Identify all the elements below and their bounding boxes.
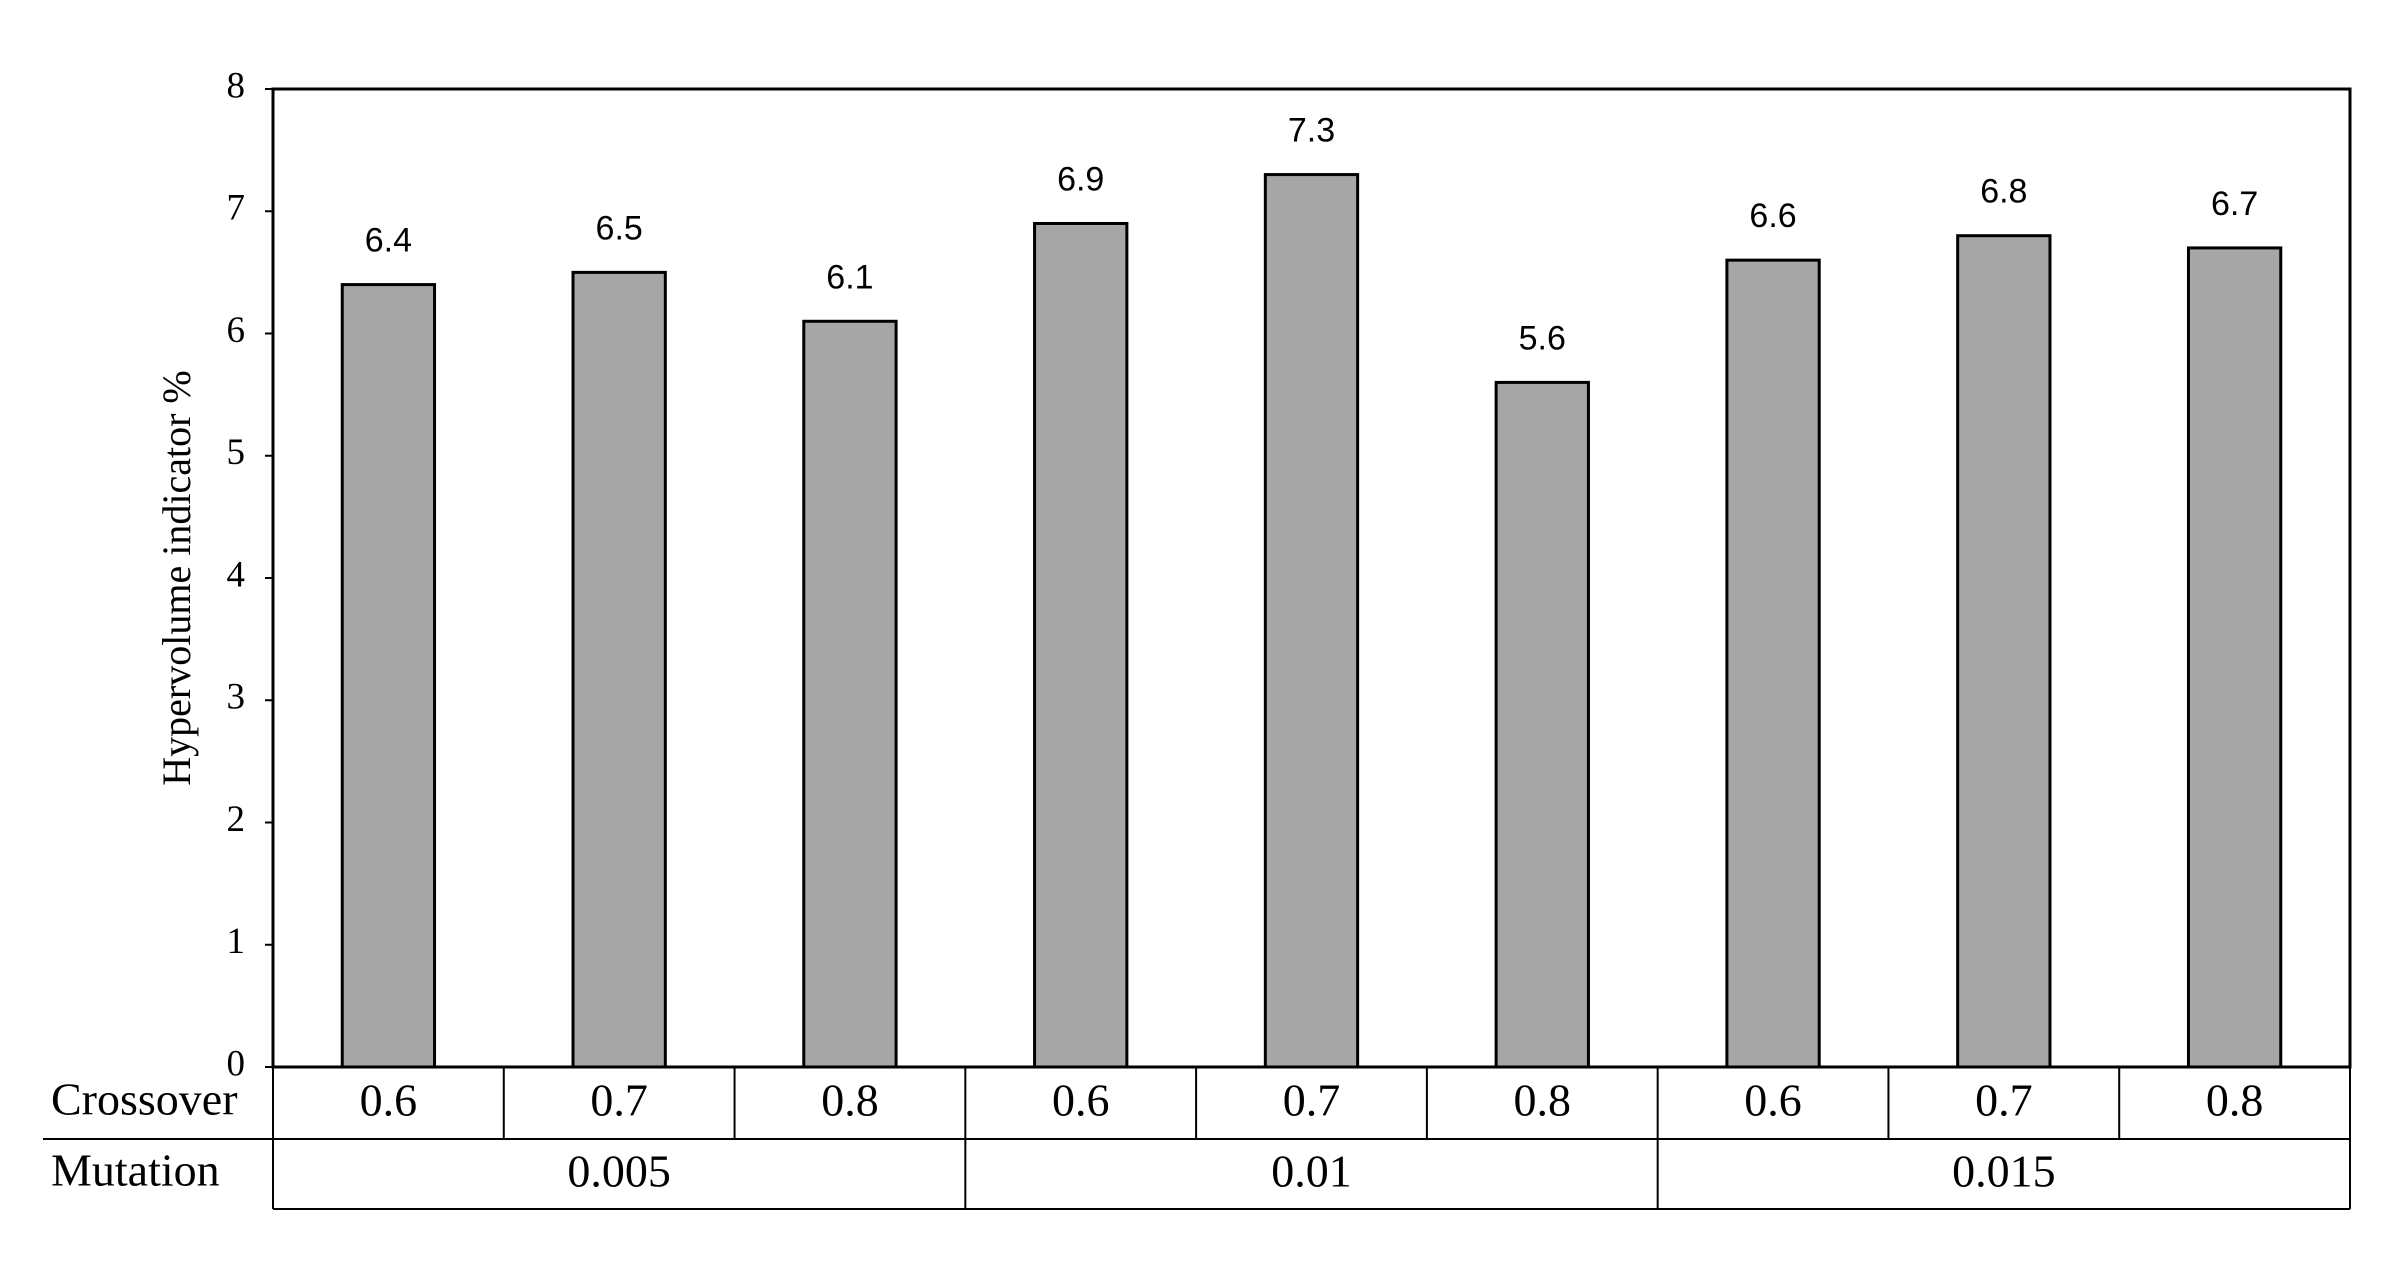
group-label: 0.015 <box>1952 1146 2056 1197</box>
group-label: 0.005 <box>567 1146 671 1197</box>
row-label: Crossover <box>51 1074 238 1125</box>
data-label: 6.9 <box>1057 160 1104 198</box>
bar <box>802 319 898 1069</box>
bar <box>1033 221 1129 1069</box>
data-label: 6.5 <box>596 209 643 247</box>
y-tick-label: 1 <box>227 921 246 962</box>
y-tick-label: 2 <box>227 799 246 840</box>
y-tick-label: 8 <box>227 65 246 106</box>
y-tick-label: 0 <box>227 1043 246 1084</box>
x-tick-label: 0.8 <box>821 1075 879 1126</box>
row-label: Mutation <box>51 1145 220 1196</box>
data-label: 6.8 <box>1980 173 2027 211</box>
bar <box>2186 246 2283 1069</box>
x-tick-label: 0.6 <box>1744 1075 1802 1126</box>
group-label: 0.01 <box>1271 1146 1352 1197</box>
bar <box>1725 258 1821 1069</box>
y-tick-label: 4 <box>227 554 246 595</box>
data-label: 6.1 <box>826 258 873 296</box>
y-tick-label: 6 <box>227 310 246 351</box>
x-tick-label: 0.7 <box>1975 1075 2033 1126</box>
x-tick-label: 0.8 <box>1514 1075 1572 1126</box>
data-label: 5.6 <box>1519 319 1566 357</box>
bar <box>571 270 667 1069</box>
data-label: 6.6 <box>1749 197 1796 235</box>
bar <box>1263 173 1360 1069</box>
data-label: 7.3 <box>1288 112 1335 150</box>
bar <box>1956 234 2052 1069</box>
bar <box>1494 380 1590 1069</box>
bar <box>340 283 437 1069</box>
y-axis-label: Hypervolume indicator % <box>154 370 199 785</box>
y-tick-label: 7 <box>227 188 246 229</box>
y-tick-label: 5 <box>227 432 246 473</box>
x-tick-label: 0.8 <box>2206 1075 2264 1126</box>
data-label: 6.7 <box>2211 185 2258 223</box>
x-tick-label: 0.6 <box>1052 1075 1110 1126</box>
x-tick-label: 0.6 <box>360 1075 418 1126</box>
x-tick-label: 0.7 <box>1283 1075 1341 1126</box>
y-tick-label: 3 <box>227 677 246 718</box>
data-label: 6.4 <box>365 222 412 260</box>
x-tick-label: 0.7 <box>590 1075 648 1126</box>
